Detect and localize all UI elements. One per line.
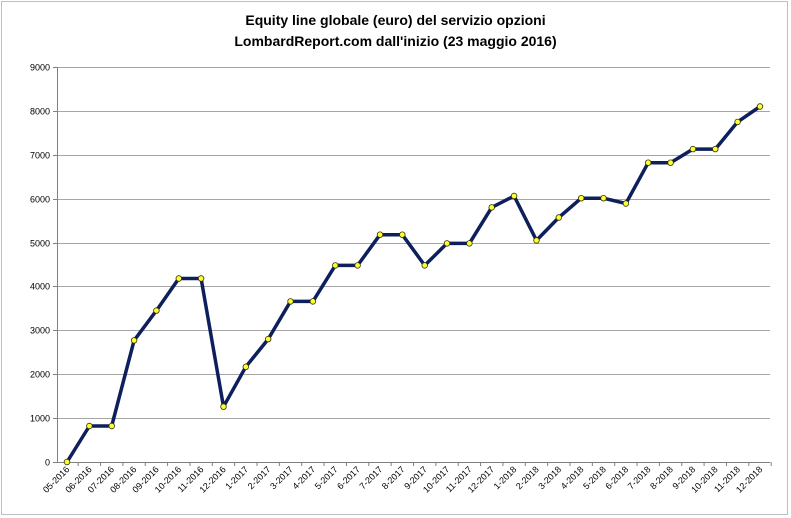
x-tick-label: 3-2017 — [268, 464, 295, 491]
data-point — [108, 422, 115, 430]
data-point — [622, 200, 630, 207]
y-tick-label: 5000 — [30, 239, 50, 249]
chart-title-line-2: LombardReport.com dall'inizio (23 maggio… — [234, 33, 557, 49]
y-tick-label: 1000 — [30, 414, 50, 424]
y-tick-label: 0 — [45, 458, 50, 468]
x-tick-label: 4-2018 — [559, 464, 586, 491]
y-tick-label: 3000 — [30, 326, 50, 336]
data-point — [86, 422, 93, 430]
series-markers — [63, 103, 764, 466]
data-point — [555, 214, 562, 221]
data-point — [332, 262, 339, 269]
data-point — [309, 298, 317, 305]
x-tick-labels: 05-201606-201607-201608-201609-201610-20… — [41, 464, 764, 494]
data-point — [443, 240, 451, 247]
x-tick-label: 1-2018 — [492, 464, 519, 491]
axes — [53, 67, 772, 466]
chart-title-line-1: Equity line globale (euro) del servizio … — [245, 12, 546, 28]
data-point — [578, 194, 585, 202]
y-tick-label: 7000 — [30, 151, 50, 161]
series-line-path — [65, 104, 762, 464]
chart-title: Equity line globale (euro) del servizio … — [0, 10, 791, 52]
data-point — [354, 262, 361, 269]
data-point — [287, 298, 294, 305]
x-tick-label: 3-2018 — [536, 464, 563, 491]
data-point — [197, 275, 205, 282]
x-tick-label: 6-2017 — [335, 464, 362, 491]
data-point — [510, 192, 518, 200]
data-point — [488, 204, 495, 211]
data-point — [421, 262, 428, 269]
x-tick-label: 1-2017 — [223, 464, 250, 491]
data-point — [63, 458, 71, 466]
data-point — [667, 159, 674, 166]
data-point — [600, 194, 607, 202]
data-point — [756, 103, 764, 110]
y-tick-label: 8000 — [30, 107, 50, 117]
x-tick-label: 2-2018 — [514, 464, 541, 491]
y-tick-label: 6000 — [30, 195, 50, 205]
data-point — [130, 337, 138, 344]
series-line — [65, 104, 762, 464]
x-tick-label: 4-2017 — [290, 464, 317, 491]
data-point — [242, 363, 249, 370]
y-tick-label: 4000 — [30, 282, 50, 292]
y-tick-labels: 0 1000 2000 3000 4000 5000 6000 7000 8000 9000 — [30, 63, 50, 468]
data-point — [153, 307, 160, 314]
grid-lines — [57, 67, 770, 419]
x-tick-label: 8-2018 — [648, 464, 675, 491]
x-tick-label: 5-2018 — [581, 464, 608, 491]
x-tick-label: 2-2017 — [246, 464, 273, 491]
data-point — [220, 403, 227, 410]
x-tick-label: 8-2017 — [380, 464, 407, 491]
x-tick-label: 7-2017 — [357, 464, 384, 491]
data-point — [645, 159, 652, 166]
data-point — [712, 145, 719, 153]
x-tick-label: 6-2018 — [603, 464, 630, 491]
data-point — [689, 145, 697, 153]
data-point — [734, 118, 741, 126]
x-tick-label: 7-2018 — [626, 464, 653, 491]
y-tick-label: 2000 — [30, 370, 50, 380]
data-point — [265, 335, 272, 343]
data-point — [466, 240, 473, 247]
y-tick-label: 9000 — [30, 63, 50, 73]
data-point — [533, 237, 540, 244]
data-point — [399, 231, 406, 238]
x-tick-label: 5-2017 — [313, 464, 340, 491]
data-point — [175, 275, 182, 282]
data-point — [376, 231, 384, 238]
